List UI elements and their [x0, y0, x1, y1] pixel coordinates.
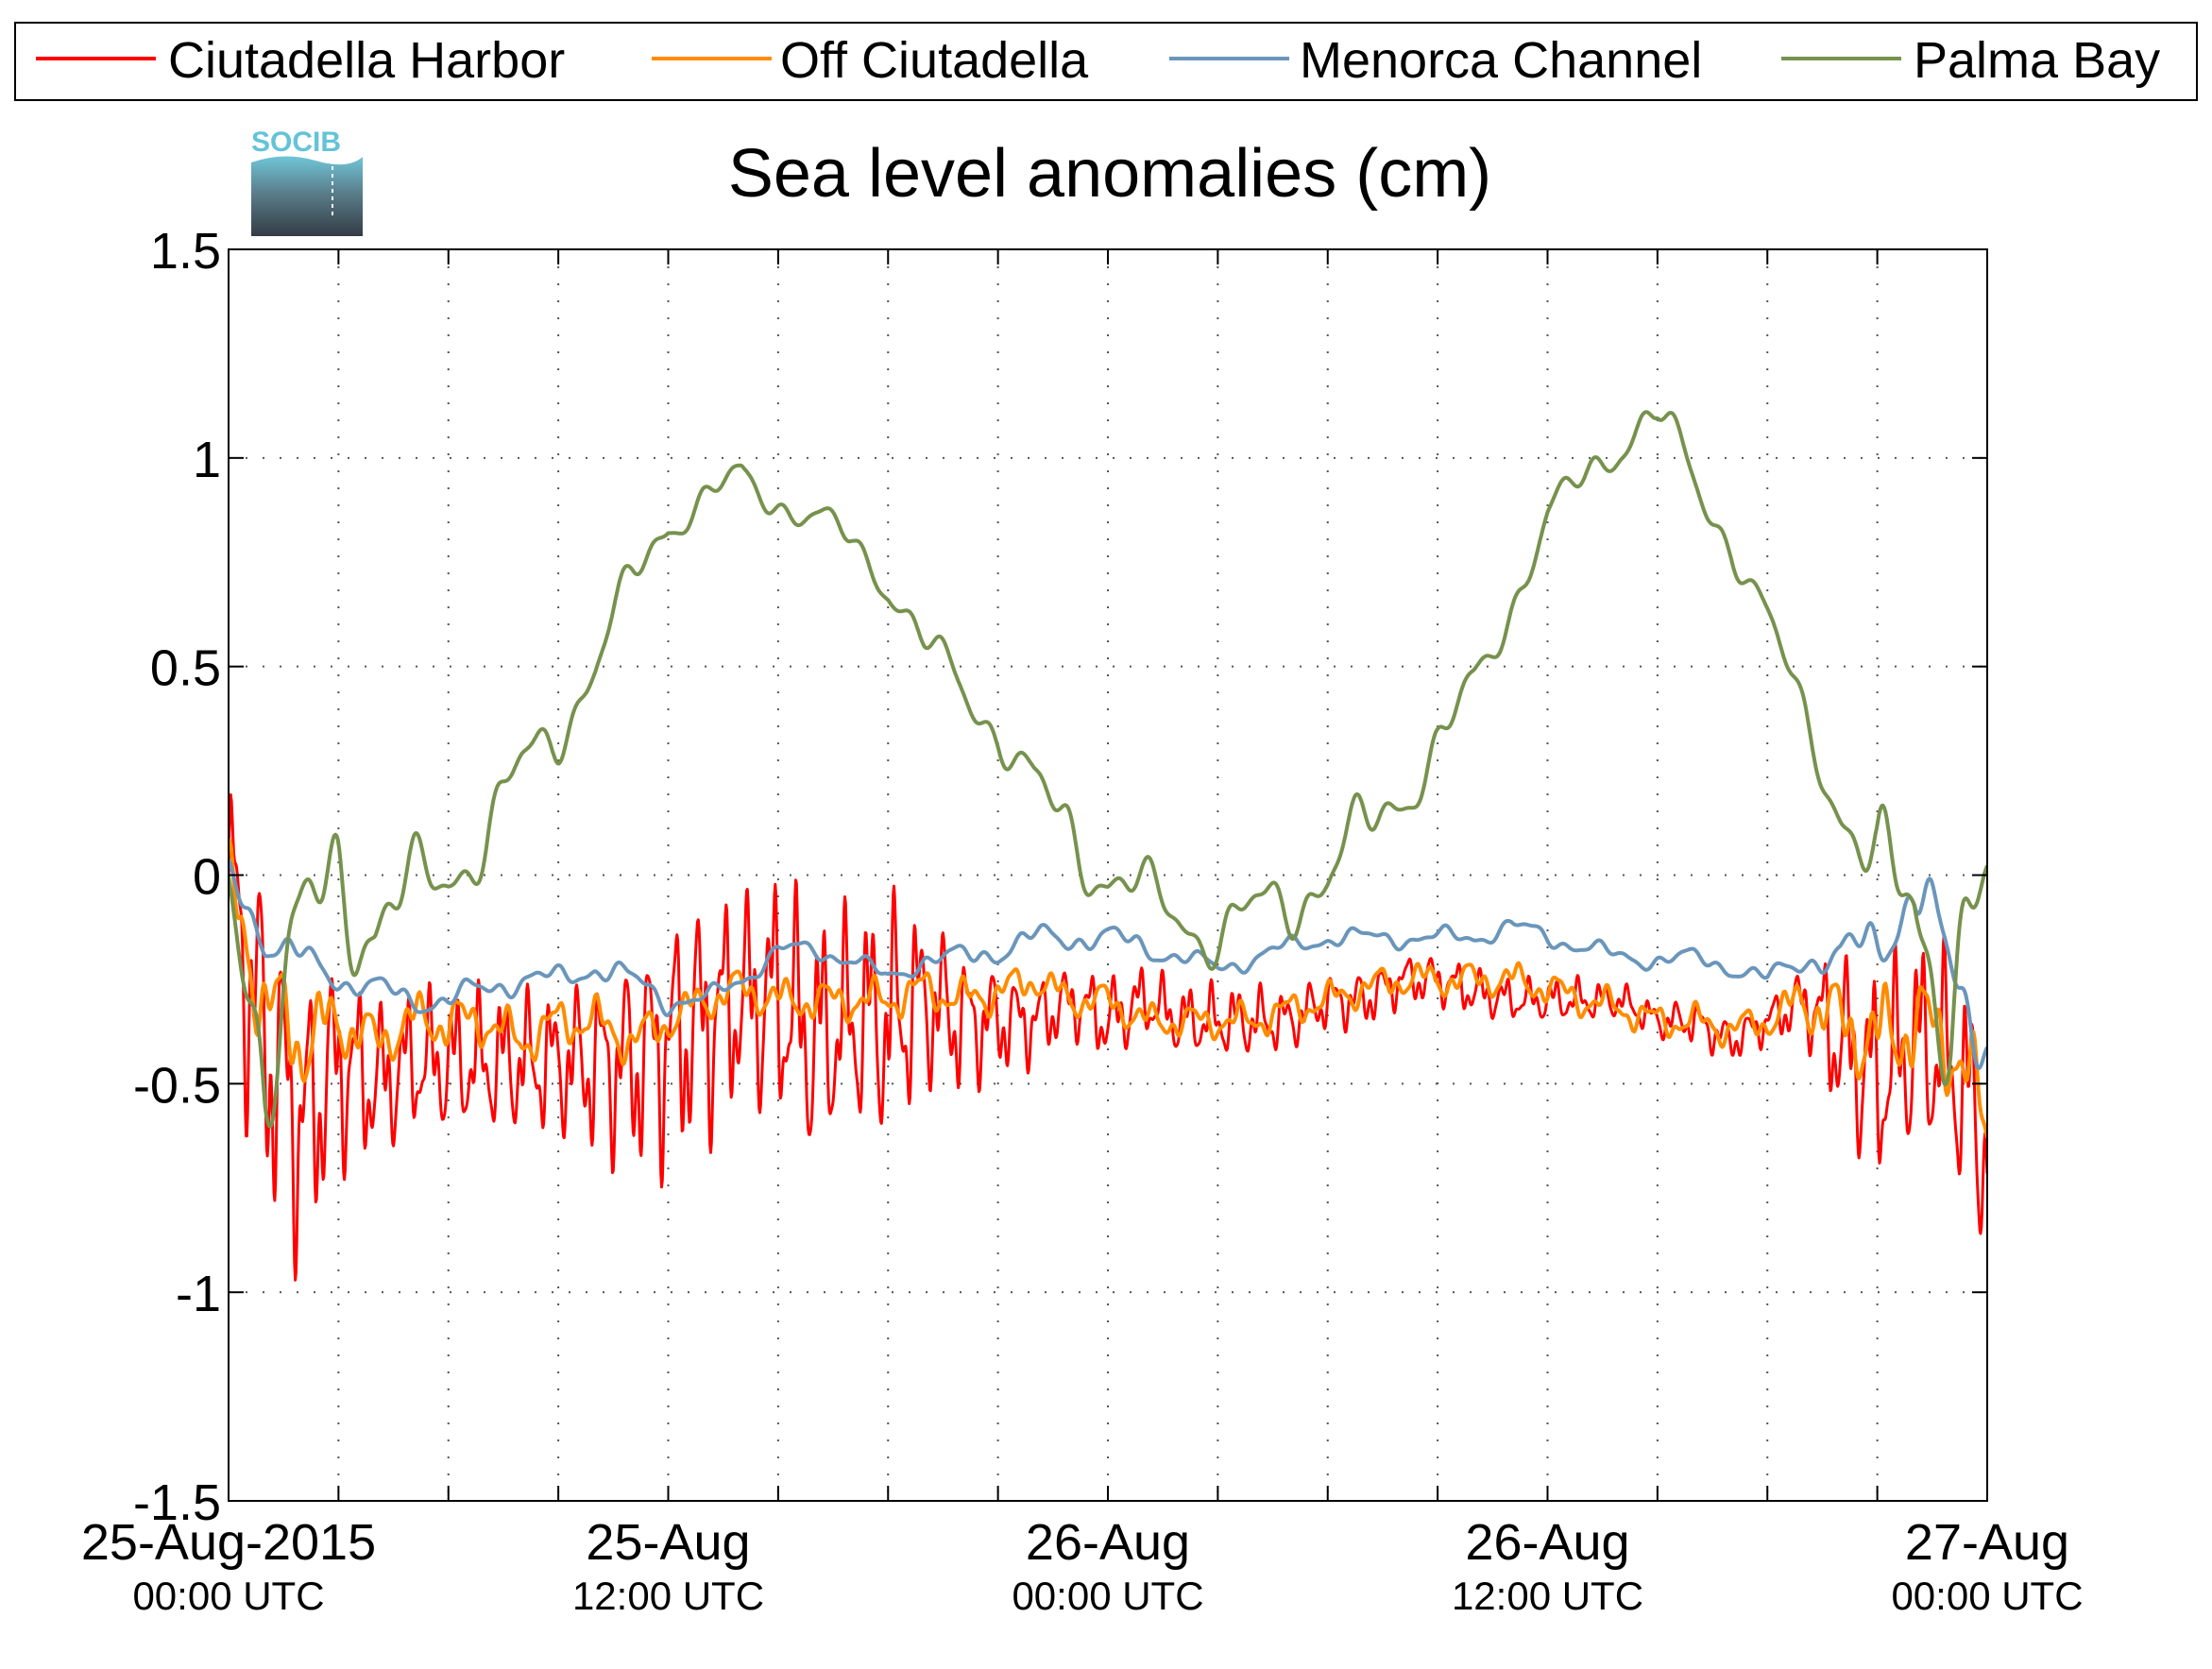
- series-line-palma-bay: [229, 410, 1987, 1129]
- series-line-ciutadella-harbor: [229, 792, 1987, 1282]
- series-line-menorca-channel: [229, 859, 1987, 1070]
- x-tick-date-label: 25-Aug: [586, 1514, 750, 1571]
- x-tick-date-label: 25-Aug-2015: [81, 1514, 376, 1571]
- x-tick-time-label: 12:00 UTC: [572, 1574, 764, 1618]
- y-axis-ticks: 1.5 1 0.5 0 -0.5 -1 -1.5: [133, 223, 1987, 1531]
- x-tick-date-label: 26-Aug: [1465, 1514, 1629, 1571]
- series-line-off-ciutadella: [229, 838, 1987, 1138]
- x-tick-date-label: 26-Aug: [1026, 1514, 1190, 1571]
- y-tick-label: 1.5: [150, 223, 221, 280]
- legend-label-menorca-channel: Menorca Channel: [1300, 32, 1702, 89]
- x-tick-time-label: 00:00 UTC: [1891, 1574, 2083, 1618]
- socib-logo-text: SOCIB: [251, 127, 341, 158]
- plot-background: [229, 249, 1987, 1501]
- series-group: [229, 410, 1987, 1282]
- x-tick-time-label: 12:00 UTC: [1452, 1574, 1643, 1618]
- legend-label-off-ciutadella: Off Ciutadella: [780, 32, 1089, 89]
- chart-title: Sea level anomalies (cm): [728, 136, 1491, 212]
- x-tick-time-label: 00:00 UTC: [1012, 1574, 1203, 1618]
- x-tick-date-label: 27-Aug: [1905, 1514, 2069, 1571]
- y-tick-label: -1.5: [133, 1474, 221, 1531]
- legend-box: [14, 22, 2198, 101]
- socib-logo-wave: [251, 156, 363, 236]
- x-tick-time-label: 00:00 UTC: [132, 1574, 324, 1618]
- y-tick-label: -1: [176, 1266, 221, 1322]
- legend-label-ciutadella-harbor: Ciutadella Harbor: [168, 32, 565, 89]
- y-tick-label: -0.5: [133, 1057, 221, 1114]
- y-tick-label: 0: [193, 849, 221, 906]
- legend: Ciutadella Harbor Off Ciutadella Menorca…: [14, 22, 2198, 101]
- legend-label-palma-bay: Palma Bay: [1914, 32, 2160, 89]
- socib-logo: SOCIB: [251, 127, 363, 236]
- y-tick-label: 1: [193, 432, 221, 488]
- y-tick-label: 0.5: [150, 640, 221, 697]
